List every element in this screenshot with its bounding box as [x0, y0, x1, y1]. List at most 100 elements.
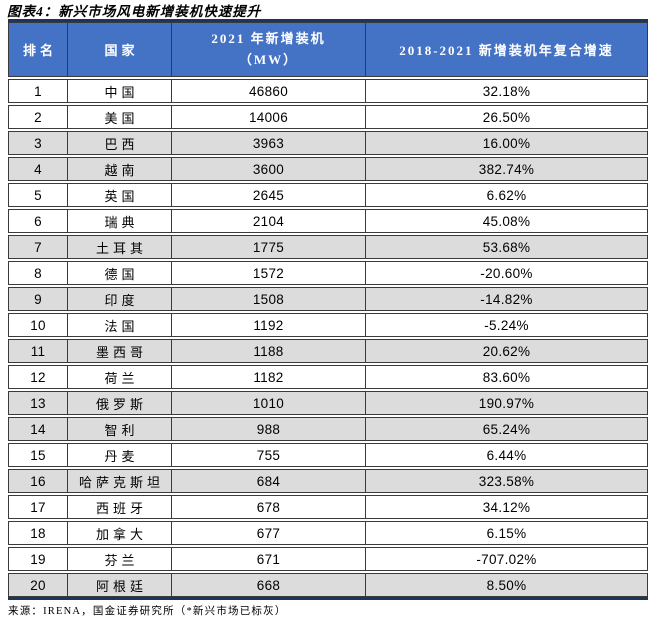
cagr-cell: 65.24% [365, 418, 647, 440]
cagr-cell: -20.60% [365, 262, 647, 284]
country-cell: 中国 [67, 80, 171, 102]
rank-cell: 14 [30, 421, 46, 437]
table-row: 15 丹麦 755 6.44% [8, 443, 648, 467]
rank-cell: 19 [30, 551, 46, 567]
rank-cell: 17 [30, 499, 46, 515]
country-cell: 西班牙 [67, 496, 171, 518]
header-installations: 2021 年新增装机 （MW） [171, 23, 365, 76]
country-cell: 德国 [67, 262, 171, 284]
country-cell: 巴西 [67, 132, 171, 154]
country-cell: 土耳其 [67, 236, 171, 258]
table-row: 16 哈萨克斯坦 684 323.58% [8, 469, 648, 493]
mw-cell: 14006 [171, 106, 365, 128]
mw-cell: 755 [171, 444, 365, 466]
cagr-cell: 45.08% [365, 210, 647, 232]
header-installations-line2: （MW） [238, 51, 299, 67]
rank-cell: 13 [30, 395, 46, 411]
mw-cell: 46860 [171, 80, 365, 102]
mw-cell: 2645 [171, 184, 365, 206]
country-cell: 英国 [67, 184, 171, 206]
table-row: 18 加拿大 677 6.15% [8, 521, 648, 545]
table-row: 13 俄罗斯 1010 190.97% [8, 391, 648, 415]
table-row: 19 芬兰 671 -707.02% [8, 547, 648, 571]
cagr-cell: -5.24% [365, 314, 647, 336]
cagr-cell: 6.44% [365, 444, 647, 466]
country-cell: 美国 [67, 106, 171, 128]
table-row: 1 中国 46860 32.18% [8, 79, 648, 103]
table-row: 8 德国 1572 -20.60% [8, 261, 648, 285]
cagr-cell: 34.12% [365, 496, 647, 518]
source-note: 来源：IRENA，国金证券研究所（*新兴市场已标灰） [8, 606, 287, 617]
cagr-cell: -14.82% [365, 288, 647, 310]
rank-cell: 15 [30, 447, 46, 463]
table-row: 17 西班牙 678 34.12% [8, 495, 648, 519]
country-cell: 阿根廷 [67, 574, 171, 596]
mw-cell: 2104 [171, 210, 365, 232]
header-rank: 排名 [22, 43, 57, 58]
rank-cell: 3 [34, 135, 42, 151]
mw-cell: 678 [171, 496, 365, 518]
table-row: 2 美国 14006 26.50% [8, 105, 648, 129]
mw-cell: 668 [171, 574, 365, 596]
mw-cell: 1775 [171, 236, 365, 258]
rank-cell: 8 [34, 265, 42, 281]
country-cell: 哈萨克斯坦 [67, 470, 171, 492]
cagr-cell: 53.68% [365, 236, 647, 258]
country-cell: 荷兰 [67, 366, 171, 388]
rank-cell: 18 [30, 525, 46, 541]
table-row: 9 印度 1508 -14.82% [8, 287, 648, 311]
mw-cell: 3963 [171, 132, 365, 154]
mw-cell: 1188 [171, 340, 365, 362]
mw-cell: 671 [171, 548, 365, 570]
country-cell: 芬兰 [67, 548, 171, 570]
cagr-cell: 382.74% [365, 158, 647, 180]
mw-cell: 684 [171, 470, 365, 492]
rank-cell: 20 [30, 577, 46, 593]
table-row: 14 智利 988 65.24% [8, 417, 648, 441]
mw-cell: 677 [171, 522, 365, 544]
country-cell: 法国 [67, 314, 171, 336]
rank-cell: 16 [30, 473, 46, 489]
mw-cell: 988 [171, 418, 365, 440]
rank-cell: 1 [34, 83, 42, 99]
country-cell: 墨西哥 [67, 340, 171, 362]
table-row: 20 阿根廷 668 8.50% [8, 573, 648, 597]
country-cell: 丹麦 [67, 444, 171, 466]
bottom-rule [8, 597, 648, 600]
table-row: 10 法国 1192 -5.24% [8, 313, 648, 337]
table-row: 12 荷兰 1182 83.60% [8, 365, 648, 389]
top-rule [8, 19, 648, 22]
cagr-cell: 6.15% [365, 522, 647, 544]
header-country: 国家 [67, 23, 171, 76]
country-cell: 瑞典 [67, 210, 171, 232]
table-row: 5 英国 2645 6.62% [8, 183, 648, 207]
table-header-row: 排名 国家 2021 年新增装机 （MW） 2018-2021 新增装机年复合增… [8, 22, 648, 77]
cagr-cell: 190.97% [365, 392, 647, 414]
mw-cell: 1192 [171, 314, 365, 336]
country-cell: 俄罗斯 [67, 392, 171, 414]
rank-cell: 6 [34, 213, 42, 229]
cagr-cell: 8.50% [365, 574, 647, 596]
mw-cell: 1572 [171, 262, 365, 284]
cagr-cell: 32.18% [365, 80, 647, 102]
country-cell: 智利 [67, 418, 171, 440]
cagr-cell: 16.00% [365, 132, 647, 154]
rank-cell: 12 [30, 369, 46, 385]
mw-cell: 1010 [171, 392, 365, 414]
rank-cell: 7 [34, 239, 42, 255]
data-table: 排名 国家 2021 年新增装机 （MW） 2018-2021 新增装机年复合增… [8, 22, 648, 597]
table-row: 3 巴西 3963 16.00% [8, 131, 648, 155]
table-row: 4 越南 3600 382.74% [8, 157, 648, 181]
cagr-cell: 26.50% [365, 106, 647, 128]
figure-title: 图表4：新兴市场风电新增装机快速提升 [7, 4, 262, 19]
cagr-cell: 20.62% [365, 340, 647, 362]
rank-cell: 2 [34, 109, 42, 125]
mw-cell: 1182 [171, 366, 365, 388]
rank-cell: 10 [30, 317, 46, 333]
table-body: 1 中国 46860 32.18% 2 美国 14006 26.50% 3 巴西 3963 16.00… [8, 79, 648, 597]
mw-cell: 3600 [171, 158, 365, 180]
table-row: 7 土耳其 1775 53.68% [8, 235, 648, 259]
country-cell: 越南 [67, 158, 171, 180]
rank-cell: 5 [34, 187, 42, 203]
